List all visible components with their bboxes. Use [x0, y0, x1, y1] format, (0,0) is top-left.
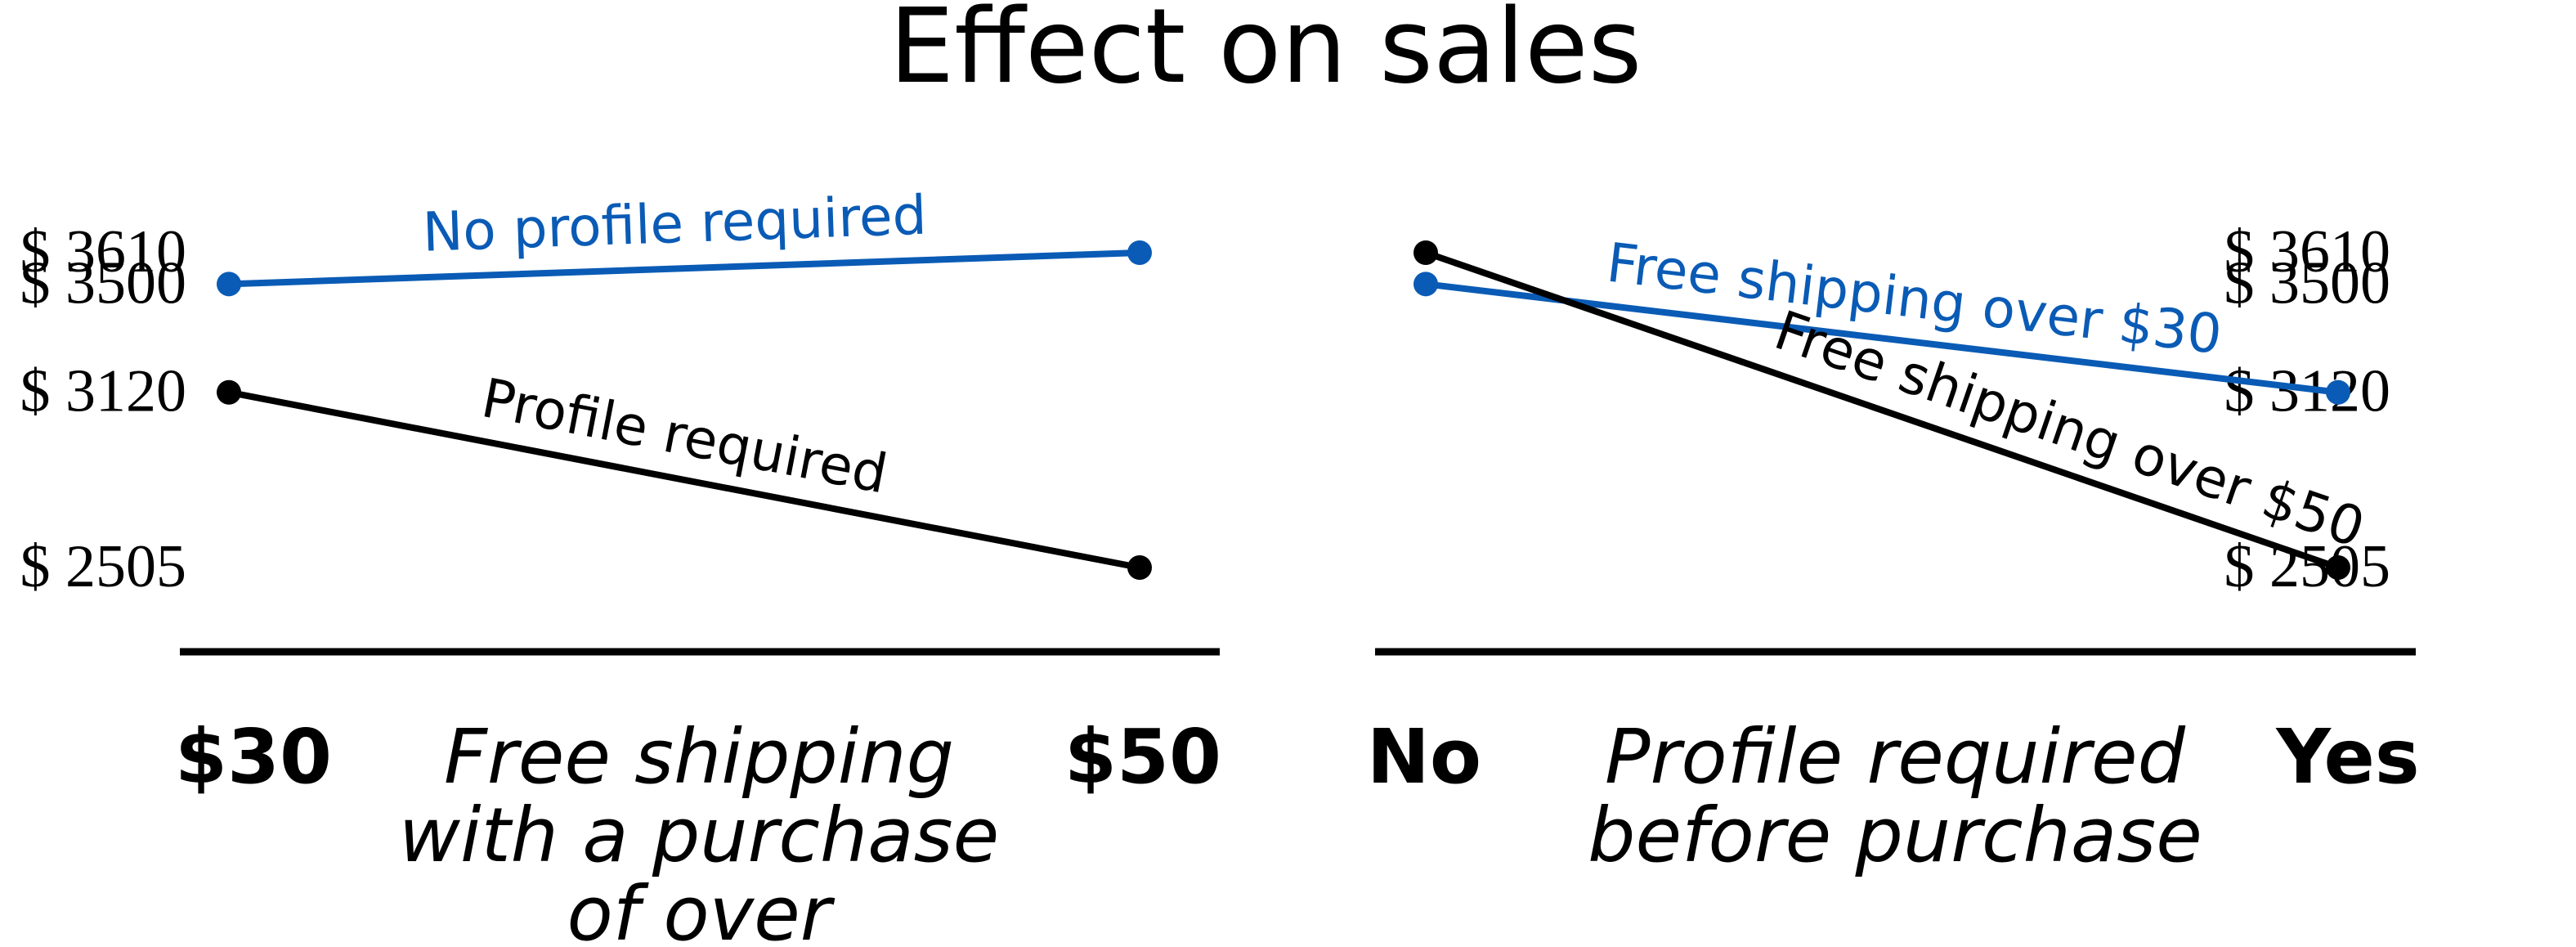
series-marker — [2326, 379, 2350, 405]
series-line — [1422, 249, 2341, 571]
series-marker — [217, 272, 241, 297]
y-tick-label: $ 2505 — [2224, 533, 2391, 600]
chart-title: Effect on sales — [889, 0, 1642, 106]
x-axis-label-line: with a purchase — [399, 792, 999, 879]
y-tick-label: $ 3500 — [2224, 249, 2391, 316]
x-axis-label-line: before purchase — [1588, 792, 2202, 879]
series-label: No profile required — [422, 184, 928, 264]
x-category-label: No — [1367, 713, 1481, 801]
series-marker — [1127, 555, 1152, 580]
series-label: Profile required — [477, 366, 892, 506]
x-axis-label-line: Free shipping — [444, 713, 954, 801]
y-tick-label: $ 3120 — [20, 358, 187, 425]
y-tick-label: $ 3500 — [20, 249, 187, 316]
series-marker — [217, 379, 241, 405]
series-line — [226, 388, 1143, 571]
series-marker — [1127, 240, 1152, 265]
series-line — [226, 249, 1143, 288]
series-marker — [1413, 240, 1438, 265]
x-category-label: $50 — [1064, 713, 1221, 801]
x-category-label: $30 — [175, 713, 332, 801]
panel-left: $ 3610$ 3500 $ 3120 $ 2505 $30 $50 Free shipp… — [20, 184, 1222, 947]
y-tick-label: $ 3610 — [20, 218, 187, 285]
y-tick-label: $ 2505 — [20, 533, 187, 600]
y-tick-label: $ 3610 — [2224, 218, 2391, 285]
series-marker — [2326, 555, 2350, 580]
x-axis-label-line: Profile required — [1605, 713, 2186, 801]
x-axis-label-line: of over — [567, 870, 835, 947]
series-marker — [1413, 272, 1438, 297]
x-category-label: Yes — [2275, 713, 2419, 801]
